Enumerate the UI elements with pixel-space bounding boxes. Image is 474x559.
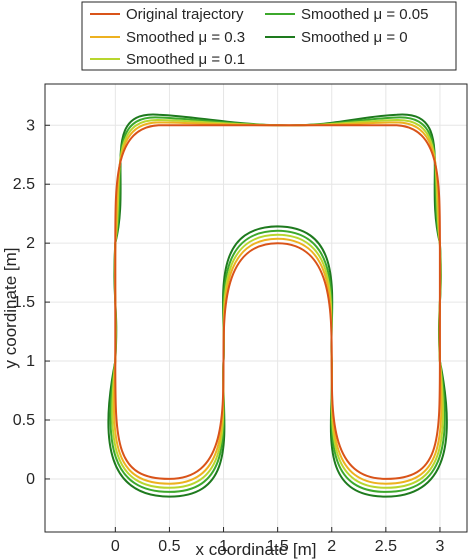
legend-label: Smoothed μ = 0 (301, 29, 408, 46)
x-tick-label: 2 (327, 538, 336, 555)
x-tick-label: 2.5 (375, 538, 397, 555)
legend-label: Smoothed μ = 0.1 (126, 51, 245, 68)
y-tick-label: 2.5 (13, 176, 35, 193)
y-tick-label: 0.5 (13, 412, 35, 429)
x-tick-label: 0.5 (158, 538, 180, 555)
x-tick-label: 3 (435, 538, 444, 555)
x-tick-label: 0 (111, 538, 120, 555)
plot-area (45, 84, 467, 532)
trajectory-traces (107, 113, 448, 498)
legend-label: Original trajectory (126, 6, 244, 23)
y-tick-label: 1 (26, 353, 35, 370)
y-tick-label: 3 (26, 117, 35, 134)
trajectory-original (114, 124, 441, 480)
axis-ticks: 0 0.5 1 1.5 2 2.5 3 0 0.5 1 1.5 2 2.5 3 (13, 117, 445, 555)
x-tick-label: 1.5 (267, 538, 289, 555)
x-axis-label: x coordinate [m] (196, 540, 317, 559)
legend-label: Smoothed μ = 0.3 (126, 29, 245, 46)
legend: Original trajectory Smoothed μ = 0.3 Smoot… (81, 1, 457, 71)
y-tick-label: 0 (26, 471, 35, 488)
y-tick-label: 1.5 (13, 294, 35, 311)
plot-frame (44, 83, 468, 533)
x-tick-label: 1 (219, 538, 228, 555)
y-axis-label: y coordinate [m] (1, 248, 20, 369)
y-tick-label: 2 (26, 235, 35, 252)
legend-label: Smoothed μ = 0.05 (301, 6, 428, 23)
